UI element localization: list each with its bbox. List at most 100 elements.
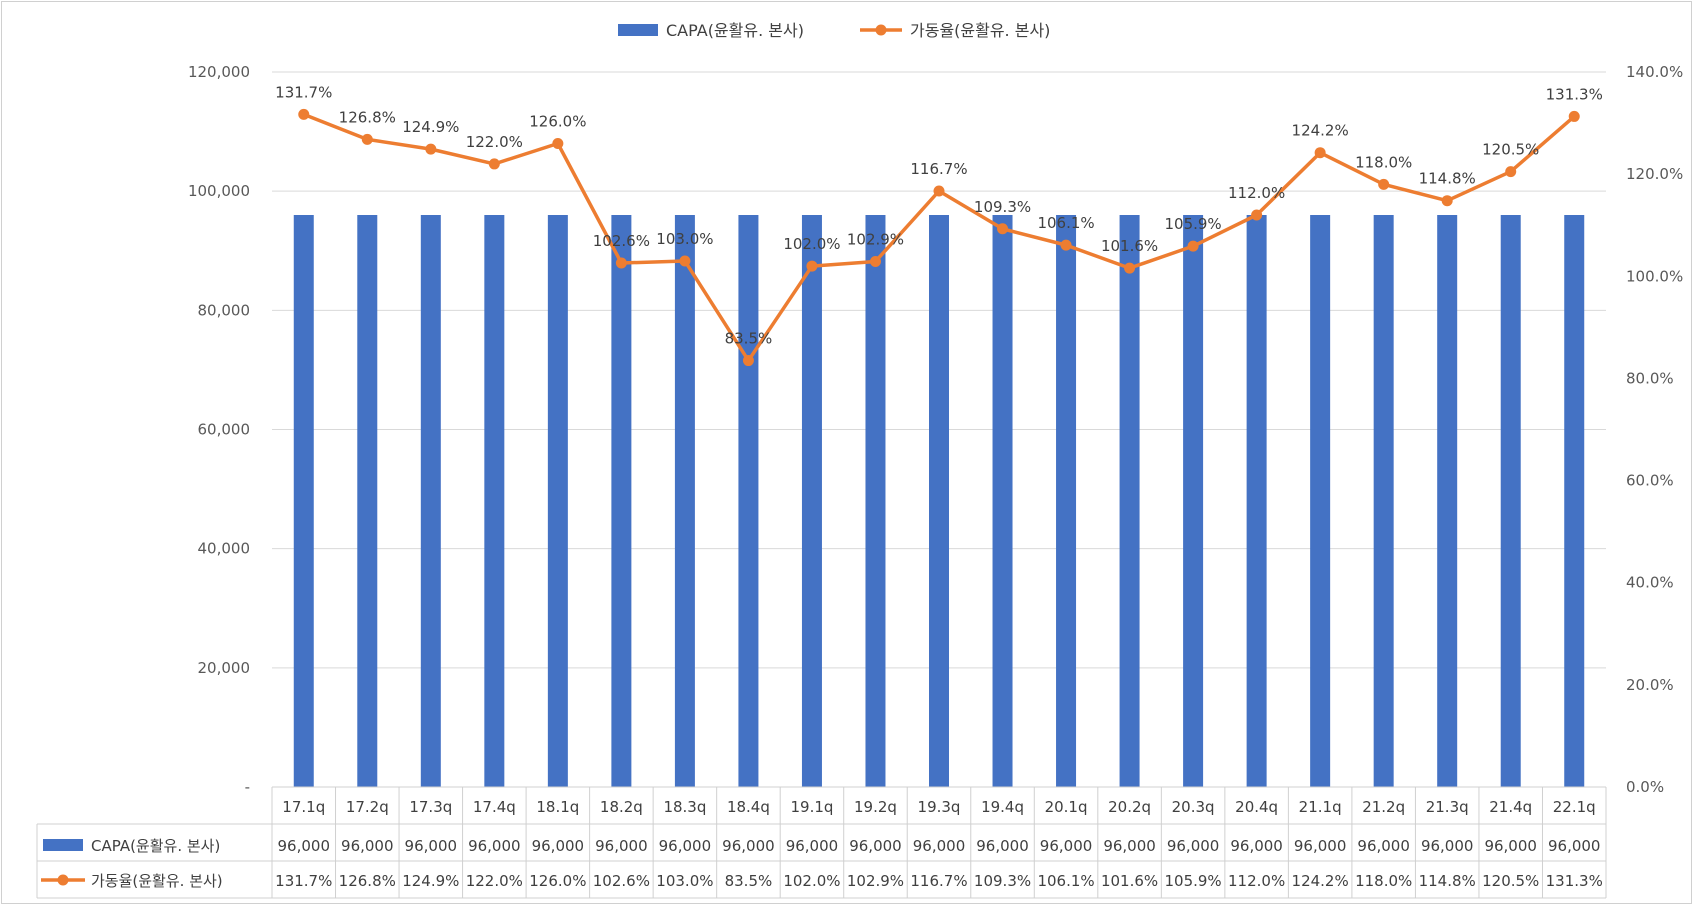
table-cell: 96,000 [722,837,775,855]
axes: - 20,000 40,000 60,000 80,000 100,000 120,000 0… [188,63,1683,796]
y-right-tick-label: 100.0% [1626,267,1683,285]
x-tick-label: 17.4q [473,798,516,816]
x-tick-label: 19.4q [981,798,1024,816]
table-cell: 96,000 [1421,837,1474,855]
line-point [1378,178,1390,190]
data-label: 112.0% [1228,184,1285,202]
table-cell: 102.0% [783,872,840,890]
line-point [1251,209,1263,221]
bar [1183,215,1204,787]
y-right-tick-label: 140.0% [1626,63,1683,81]
x-tick-label: 22.1q [1553,798,1596,816]
data-label: 131.7% [275,83,332,101]
y-right-tick-label: 80.0% [1626,369,1674,387]
legend: CAPA(윤활유. 본사) 가동율(윤활유. 본사) [618,21,1050,40]
x-tick-label: 18.3q [663,798,706,816]
y-right-tick-label: 120.0% [1626,165,1683,183]
bar [484,215,505,787]
line-point [1441,195,1453,207]
bar [929,215,949,787]
x-tick-label: 17.2q [346,798,389,816]
data-label: 120.5% [1482,141,1539,159]
line-point [1568,110,1580,122]
table-cell: 124.9% [402,872,459,890]
x-tick-label: 19.2q [854,798,897,816]
x-tick-label: 20.1q [1045,798,1088,816]
capa-bars [293,215,1585,787]
data-label: 83.5% [725,330,773,348]
x-tick-label: 20.4q [1235,798,1278,816]
line-point [298,108,310,120]
bar [611,215,632,787]
table-cell: 83.5% [725,872,773,890]
data-label: 102.0% [783,235,840,253]
data-label: 124.9% [402,118,459,136]
line-point [933,185,945,197]
data-table: 17.1q 17.2q 17.3q 17.4q 18.1q 18.2q 18.3q 18.4q… [36,786,1607,899]
bar [674,215,695,787]
table-cell: 118.0% [1355,872,1412,890]
table-cell: 102.6% [593,872,650,890]
table-cell: 122.0% [466,872,523,890]
y-left-tick-label: 100,000 [188,182,250,200]
utilization-data-labels: 131.7% 126.8% 124.9% 122.0% 126.0% 102.6% 103.… [275,83,1603,347]
data-label: 118.0% [1355,153,1412,171]
x-tick-label: 21.4q [1489,798,1532,816]
table-cell: 106.1% [1037,872,1094,890]
data-label: 102.9% [847,230,904,248]
data-label: 122.0% [466,133,523,151]
x-tick-label: 18.2q [600,798,643,816]
line-point [997,223,1009,235]
y-right-tick-label: 20.0% [1626,676,1674,694]
utilization-line [298,108,1580,367]
table-cell: 96,000 [1294,837,1347,855]
line-point [1505,166,1517,178]
table-legend-swatch-marker [57,874,69,886]
x-tick-label: 21.1q [1299,798,1342,816]
y-left-tick-label: 80,000 [198,301,251,319]
table-cell: 96,000 [1167,837,1220,855]
table-cell: 96,000 [1230,837,1283,855]
bar [865,215,886,787]
table-cell: 131.3% [1546,872,1603,890]
legend-label: CAPA(윤활유. 본사) [666,21,804,40]
x-tick-label: 20.3q [1172,798,1215,816]
table-cell: 96,000 [659,837,712,855]
y-right-tick-label: 0.0% [1626,778,1664,796]
table-cell: 101.6% [1101,872,1158,890]
line-point [1314,147,1326,159]
bar [1564,215,1585,787]
data-label: 126.8% [339,108,396,126]
table-cell: 126.8% [339,872,396,890]
table-cell: 96,000 [532,837,585,855]
data-label: 109.3% [974,198,1031,216]
y-left-tick-label: 60,000 [198,421,251,439]
data-label: 103.0% [656,230,713,248]
bar [420,215,441,787]
line-point [1187,240,1199,252]
y-left-tick-label: 40,000 [198,540,251,558]
table-cell: 96,000 [1357,837,1410,855]
data-label: 106.1% [1037,214,1094,232]
data-label: 124.2% [1292,122,1349,140]
table-legend-swatch-bar [43,839,83,851]
bar [1310,215,1331,787]
table-cell: 96,000 [278,837,331,855]
table-cell: 96,000 [1548,837,1601,855]
legend-swatch-bar [618,24,658,36]
line-point [1124,262,1136,274]
table-row-label: CAPA(윤활유. 본사) [91,837,220,855]
table-cell: 131.7% [275,872,332,890]
bar [1246,215,1267,787]
table-cell: 120.5% [1482,872,1539,890]
table-cell: 96,000 [1040,837,1093,855]
table-cell: 96,000 [1103,837,1156,855]
line-point [806,260,818,272]
bar [992,215,1013,787]
bar [1437,215,1458,787]
y-left-tick-label: 120,000 [188,63,250,81]
x-tick-label: 21.2q [1362,798,1405,816]
table-cell: 96,000 [976,837,1029,855]
